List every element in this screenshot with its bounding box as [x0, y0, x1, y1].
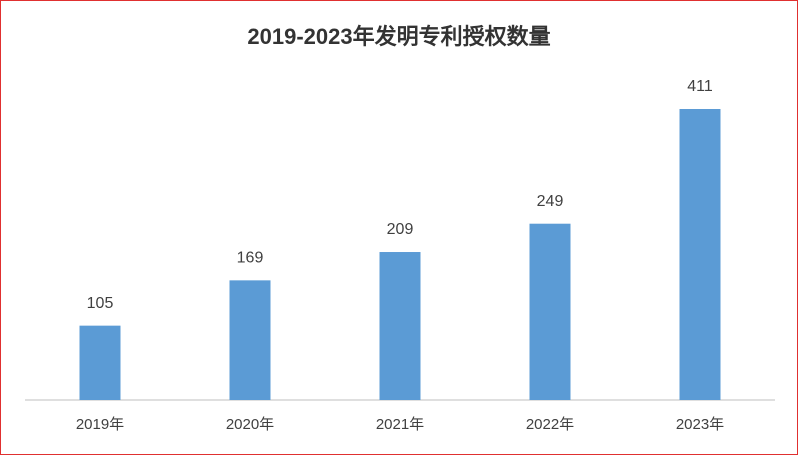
data-label: 169	[237, 250, 264, 267]
x-tick-label: 2022年	[526, 416, 574, 433]
bar	[229, 280, 271, 400]
x-tick-label: 2021年	[376, 416, 424, 433]
x-tick-label: 2020年	[226, 416, 274, 433]
bar	[379, 252, 421, 400]
data-label: 249	[537, 193, 564, 210]
x-tick-label: 2023年	[676, 416, 724, 433]
bar	[79, 325, 121, 400]
data-label: 105	[87, 295, 114, 312]
data-label: 411	[687, 78, 713, 95]
bar	[679, 109, 721, 400]
chart-title: 2019-2023年发明专利授权数量	[247, 24, 550, 49]
bar	[529, 223, 571, 400]
x-tick-label: 2019年	[76, 416, 124, 433]
data-label: 209	[387, 221, 414, 238]
